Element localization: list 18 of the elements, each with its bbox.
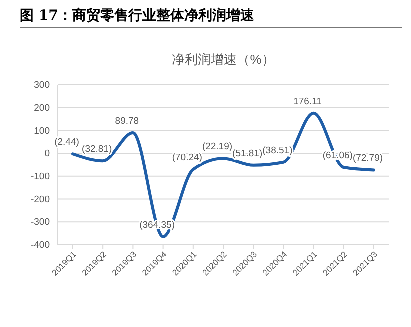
data-label: (51.81) [232, 148, 263, 160]
chart-title: 图 17：商贸零售行业整体净利润增速 [20, 7, 256, 24]
y-tick-label: 200 [34, 102, 50, 114]
data-label: (70.24) [172, 152, 202, 164]
data-label: 89.78 [115, 116, 140, 128]
data-label: (32.81) [82, 144, 112, 156]
y-tick-label: -300 [30, 217, 50, 228]
data-label: (22.19) [202, 142, 233, 153]
data-label: (2.44) [54, 137, 80, 148]
data-label: 176.11 [294, 96, 322, 108]
chart-subtitle: 净利润增速（%） [172, 52, 275, 67]
y-tick-label: 0 [44, 148, 50, 160]
y-tick-label: -400 [30, 240, 50, 252]
y-tick-label: 100 [34, 126, 50, 137]
data-label: (72.79) [352, 153, 384, 164]
y-tick-label: 300 [34, 80, 50, 92]
y-tick-label: -100 [30, 171, 50, 182]
y-tick-label: -200 [30, 194, 50, 206]
